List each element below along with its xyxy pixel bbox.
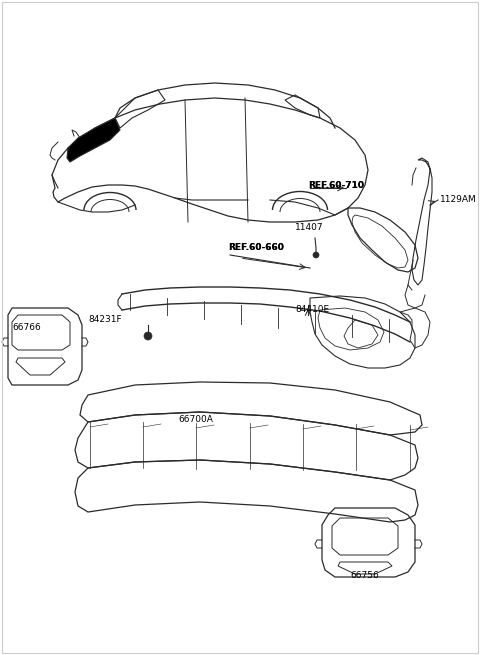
Text: 84410E: 84410E [295, 305, 329, 314]
Text: REF.60-710: REF.60-710 [308, 181, 364, 189]
Text: 66766: 66766 [12, 322, 41, 331]
Text: 84231F: 84231F [88, 316, 121, 324]
Text: 1129AM: 1129AM [440, 195, 477, 204]
Text: REF.60-660: REF.60-660 [228, 242, 284, 252]
Text: REF.60-710: REF.60-710 [308, 181, 364, 189]
Text: 66700A: 66700A [178, 415, 213, 424]
Circle shape [144, 332, 152, 340]
Text: REF.60-660: REF.60-660 [228, 242, 284, 252]
Text: 66756: 66756 [350, 572, 379, 580]
Polygon shape [67, 118, 120, 162]
Circle shape [313, 252, 319, 258]
Text: 11407: 11407 [295, 223, 324, 233]
